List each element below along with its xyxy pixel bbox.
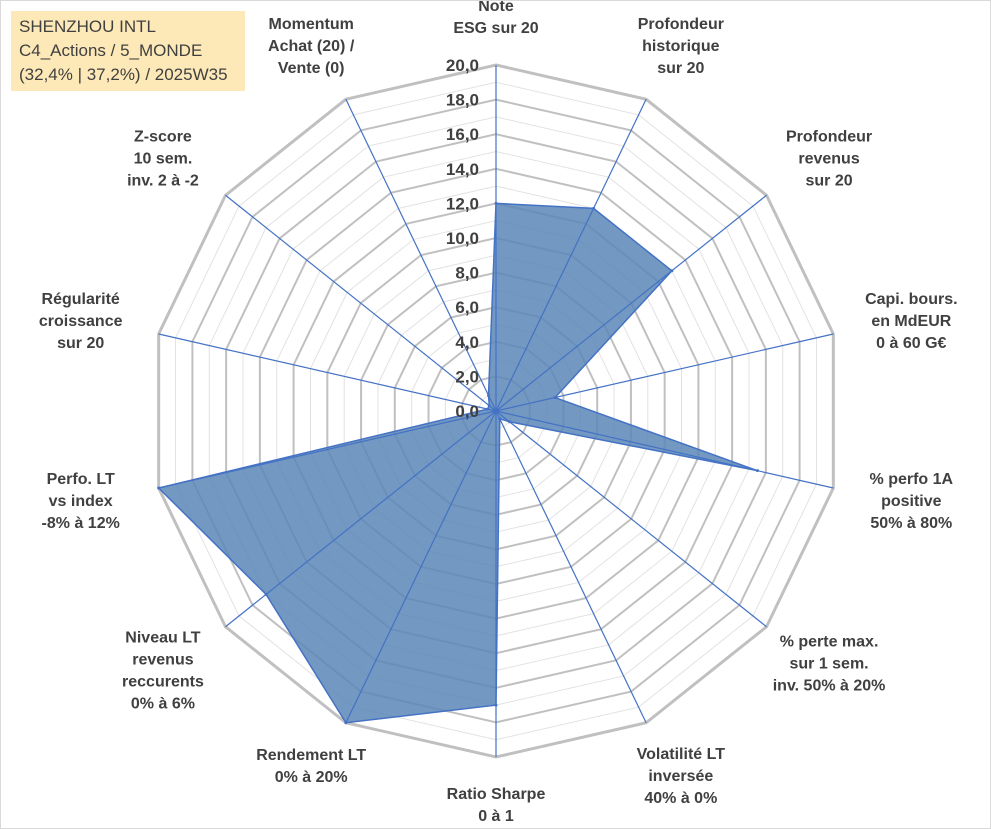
- axis-label: Ratio Sharpe 0 à 1: [447, 786, 546, 825]
- axis-label: % perte max. sur 1 sem. inv. 50% à 20%: [773, 634, 886, 695]
- tick-label: 0,0: [455, 402, 479, 421]
- company-name: SHENZHOU INTL: [19, 17, 156, 36]
- tick-label: 14,0: [446, 160, 479, 179]
- score-line: (32,4% | 37,2%) / 2025W35: [19, 65, 228, 84]
- axis-label: Profondeur revenus sur 20: [786, 128, 872, 189]
- axis-spoke: [158, 333, 497, 412]
- tick-label: 16,0: [446, 125, 479, 144]
- axis-label: Capi. bours. en MdEUR 0 à 60 G€: [865, 291, 957, 352]
- tick-label: 4,0: [455, 333, 479, 352]
- axis-spoke: [495, 410, 647, 723]
- axis-spoke: [345, 99, 497, 412]
- axis-spoke: [495, 194, 767, 412]
- tick-label: 20,0: [446, 56, 479, 75]
- axis-spoke: [158, 410, 497, 489]
- axis-spoke: [225, 194, 497, 412]
- tick-label: 18,0: [446, 91, 479, 110]
- axis-spoke: [495, 410, 767, 628]
- axis-label: Volatilité LT inversée 40% à 0%: [637, 746, 726, 807]
- axis-spoke: [495, 333, 834, 412]
- title-box: SHENZHOU INTL C4_Actions / 5_MONDE (32,4…: [11, 11, 245, 91]
- axis-label: Régularité croissance sur 20: [39, 291, 123, 352]
- tick-label: 8,0: [455, 264, 479, 283]
- axis-label: Niveau LT revenus reccurents 0% à 6%: [122, 629, 204, 712]
- axis-label: Rendement LT 0% à 20%: [256, 747, 366, 786]
- tick-label: 12,0: [446, 194, 479, 213]
- tick-label: 2,0: [455, 367, 479, 386]
- axis-spoke: [495, 99, 647, 412]
- axis-label: Momentum Achat (20) / Vente (0): [268, 16, 355, 77]
- axis-spoke: [495, 410, 834, 489]
- axis-label: Profondeur historique sur 20: [638, 16, 724, 77]
- axis-spoke: [225, 410, 497, 628]
- axis-label: Z-score 10 sem. inv. 2 à -2: [127, 128, 199, 189]
- tick-label: 10,0: [446, 229, 479, 248]
- axis-spoke: [345, 410, 497, 723]
- category-line: C4_Actions / 5_MONDE: [19, 41, 203, 60]
- axis-label: Note ESG sur 20: [453, 1, 538, 37]
- axis-label: Perfo. LT vs index -8% à 12%: [42, 471, 120, 532]
- tick-label: 6,0: [455, 298, 479, 317]
- axis-label: % perfo 1A positive 50% à 80%: [870, 471, 954, 532]
